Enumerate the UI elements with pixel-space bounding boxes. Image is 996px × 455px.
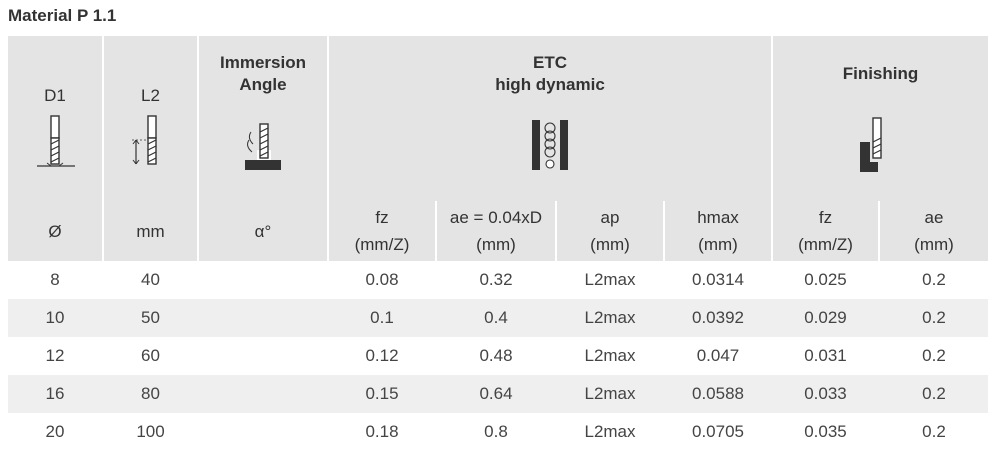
l2-unit: mm [136, 222, 165, 241]
cell-fin-ae: 0.2 [922, 270, 946, 289]
etc-header: ETC high dynamic [329, 52, 771, 96]
table-row: 8 40 0.08 0.32 L2max 0.0314 0.025 0.2 [8, 261, 988, 299]
d1-header: D1 [44, 86, 66, 105]
page-title: Material P 1.1 [8, 6, 117, 25]
cell-d1: 10 [45, 308, 65, 327]
cell-angle [199, 375, 327, 413]
cell-fin-fz: 0.033 [804, 384, 847, 403]
trochoidal-milling-icon [532, 120, 568, 170]
cell-fin-fz: 0.035 [804, 422, 847, 441]
cell-etc-ae: 0.4 [484, 308, 508, 327]
cell-l2: 60 [141, 346, 160, 365]
etc-hmax-unit: (mm) [698, 235, 738, 254]
fin-fz-header: fz (mm/Z) [773, 204, 878, 258]
table-row: 20 100 0.18 0.8 L2max 0.0705 0.035 0.2 [8, 413, 988, 451]
cell-d1: 16 [45, 384, 65, 403]
etc-line2: high dynamic [495, 75, 605, 94]
fin-ae-header: ae (mm) [880, 204, 988, 258]
cell-l2: 80 [141, 384, 160, 403]
cell-l2: 40 [141, 270, 160, 289]
cell-etc-fz: 0.08 [365, 270, 399, 289]
cell-etc-fz: 0.18 [365, 422, 399, 441]
angle-unit: α° [254, 222, 272, 241]
fin-ae-unit: (mm) [914, 235, 954, 254]
cell-fin-ae: 0.2 [922, 422, 946, 441]
cell-etc-fz: 0.1 [370, 308, 394, 327]
cell-angle [199, 413, 327, 451]
etc-ap-name: ap [600, 208, 620, 227]
end-mill-length-icon [132, 115, 157, 165]
cell-etc-ap: L2max [584, 308, 636, 327]
cell-fin-ae: 0.2 [922, 384, 946, 403]
etc-ae-name: ae = 0.04xD [449, 208, 543, 227]
table-header: D1 Ø L2 mm Immersion Angle [8, 36, 988, 261]
cell-fin-ae: 0.2 [922, 346, 946, 365]
cell-l2: 100 [136, 422, 165, 441]
table-row: 16 80 0.15 0.64 L2max 0.0588 0.033 0.2 [8, 375, 988, 413]
etc-ap-unit: (mm) [590, 235, 630, 254]
etc-ap-header: ap (mm) [557, 204, 663, 258]
cell-d1: 20 [45, 422, 65, 441]
etc-fz-unit: (mm/Z) [354, 235, 410, 254]
cell-etc-hmax: 0.0392 [692, 308, 744, 327]
end-mill-diameter-icon [37, 115, 75, 167]
cell-etc-ap: L2max [584, 346, 636, 365]
fin-fz-unit: (mm/Z) [798, 235, 853, 254]
cell-etc-ap: L2max [584, 422, 636, 441]
finishing-icon [860, 117, 882, 172]
d1-unit: Ø [48, 222, 62, 241]
cell-etc-hmax: 0.0588 [692, 384, 744, 403]
etc-fz-name: fz [375, 208, 389, 227]
finishing-header: Finishing [842, 64, 919, 83]
cell-angle [199, 299, 327, 337]
cell-fin-fz: 0.025 [804, 270, 847, 289]
cell-etc-ae: 0.64 [479, 384, 513, 403]
l2-header: L2 [141, 86, 160, 105]
cell-etc-hmax: 0.0314 [692, 270, 744, 289]
cell-etc-ae: 0.8 [484, 422, 508, 441]
cell-etc-hmax: 0.0705 [692, 422, 744, 441]
cell-angle [199, 261, 327, 299]
etc-fz-header: fz (mm/Z) [329, 204, 435, 258]
cell-fin-fz: 0.029 [804, 308, 847, 327]
etc-hmax-name: hmax [697, 208, 739, 227]
table-row: 10 50 0.1 0.4 L2max 0.0392 0.029 0.2 [8, 299, 988, 337]
etc-ae-unit: (mm) [476, 235, 516, 254]
cell-etc-ap: L2max [584, 270, 636, 289]
cutting-data-table: D1 Ø L2 mm Immersion Angle [8, 36, 988, 441]
cell-etc-fz: 0.15 [365, 384, 399, 403]
cell-etc-ae: 0.32 [479, 270, 513, 289]
cell-angle [199, 337, 327, 375]
fin-fz-name: fz [818, 208, 833, 227]
fin-ae-name: ae [924, 208, 944, 227]
etc-line1: ETC [533, 53, 567, 72]
immersion-line2: Angle [239, 75, 287, 94]
cell-etc-hmax: 0.047 [696, 346, 740, 365]
cell-etc-ap: L2max [584, 384, 636, 403]
etc-hmax-header: hmax (mm) [665, 204, 771, 258]
cell-fin-ae: 0.2 [922, 308, 946, 327]
immersion-angle-icon [245, 123, 281, 170]
cell-d1: 8 [50, 270, 60, 289]
etc-ae-header: ae = 0.04xD (mm) [437, 204, 555, 258]
cell-etc-fz: 0.12 [365, 346, 399, 365]
cell-fin-fz: 0.031 [804, 346, 847, 365]
immersion-line1: Immersion [220, 53, 306, 72]
cell-l2: 50 [141, 308, 160, 327]
cell-d1: 12 [45, 346, 65, 365]
table-row: 12 60 0.12 0.48 L2max 0.047 0.031 0.2 [8, 337, 988, 375]
immersion-angle-header: Immersion Angle [199, 52, 327, 96]
cell-etc-ae: 0.48 [479, 346, 513, 365]
